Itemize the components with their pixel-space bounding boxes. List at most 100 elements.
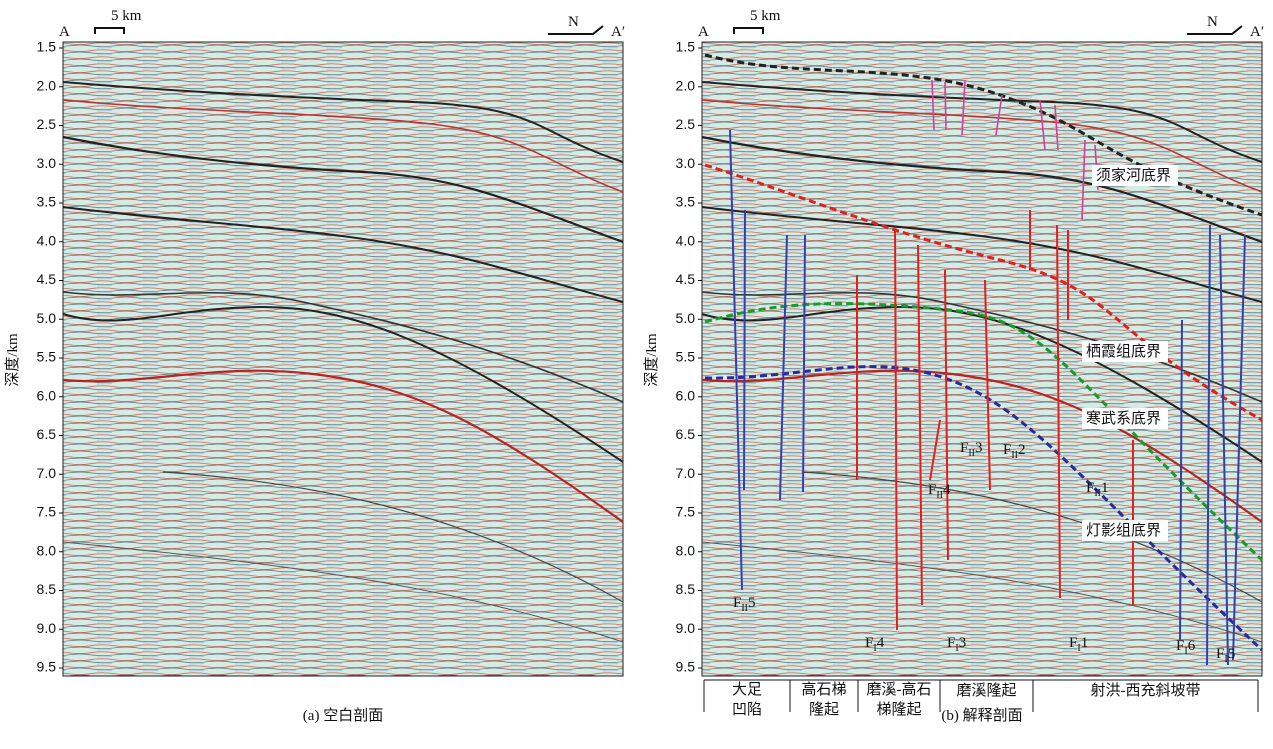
fault-sub: I xyxy=(955,643,958,654)
y-tick-label: 5.5 xyxy=(37,349,57,365)
y-tick-label: 6.5 xyxy=(37,426,57,442)
fault-sub: I xyxy=(1184,646,1187,657)
y-tick-label: 7.5 xyxy=(676,504,696,520)
north-label: N xyxy=(568,14,579,30)
fault-label: FI1 xyxy=(1069,635,1088,654)
fault-sub: II xyxy=(741,603,748,614)
zone-label: 磨溪-高石 xyxy=(867,681,932,698)
fault-main: F xyxy=(1216,646,1224,662)
north-arrow xyxy=(1187,25,1243,35)
y-tick-label: 4.5 xyxy=(37,271,57,287)
y-tick-label: 9.0 xyxy=(37,620,57,636)
horizon-label: 栖霞组底界 xyxy=(1086,343,1161,360)
fault-num: 5 xyxy=(1228,646,1236,662)
right-label: A′ xyxy=(611,24,625,40)
horizon-label-box xyxy=(1082,520,1168,541)
fault-main: F xyxy=(928,482,936,498)
fault-num: 3 xyxy=(975,440,983,456)
zone-label: 隆起 xyxy=(809,701,839,718)
left-label: A xyxy=(698,24,709,40)
y-tick-label: 2.5 xyxy=(676,116,696,132)
fault-sub: II xyxy=(936,490,943,501)
fault-label: FII4 xyxy=(928,482,951,501)
north-label: N xyxy=(1207,14,1218,30)
y-tick-label: 4.0 xyxy=(37,232,57,248)
y-tick-label: 6.0 xyxy=(37,387,57,403)
y-tick-label: 9.0 xyxy=(676,620,696,636)
y-tick-label: 1.5 xyxy=(676,39,696,55)
y-tick-label: 5.5 xyxy=(676,349,696,365)
zone-label: 凹陷 xyxy=(732,701,762,718)
fault-sub: I xyxy=(1077,643,1080,654)
y-tick-label: 7.0 xyxy=(676,465,696,481)
fault-num: 6 xyxy=(1188,638,1196,654)
fault-num: 3 xyxy=(959,635,967,651)
horizon-label: 寒武系底界 xyxy=(1086,409,1161,427)
fault-sub: II xyxy=(968,448,975,459)
y-tick-label: 9.5 xyxy=(37,659,57,675)
y-tick-label: 6.5 xyxy=(676,426,696,442)
scale-label: 5 km xyxy=(111,8,142,24)
y-tick-label: 8.5 xyxy=(37,581,57,597)
y-tick-label: 6.0 xyxy=(676,387,696,403)
zone-label-bg xyxy=(1105,681,1186,699)
scale-bar xyxy=(733,27,764,34)
horizon-label-box xyxy=(1082,341,1168,362)
horizon-label-box xyxy=(1092,165,1178,186)
fault-label: FI3 xyxy=(947,635,966,654)
fault-main: F xyxy=(1003,442,1011,458)
fault-sub: II xyxy=(1094,488,1101,499)
fault-main: F xyxy=(865,635,873,651)
y-tick-label: 2.0 xyxy=(37,77,57,93)
horizon-label: 灯影组底界 xyxy=(1086,522,1161,539)
fault-label: FII5 xyxy=(733,595,756,614)
interpretation xyxy=(704,53,1264,666)
y-tick-label: 2.5 xyxy=(37,116,57,132)
y-tick-label: 3.5 xyxy=(37,194,57,210)
y-tick-label: 9.5 xyxy=(676,659,696,675)
horizon-label: 须家河底界 xyxy=(1096,167,1171,184)
fault-label: FI5 xyxy=(1216,646,1235,665)
y-tick-label: 8.5 xyxy=(676,581,696,597)
seismic-section xyxy=(701,41,1263,677)
fault-sub: I xyxy=(873,643,876,654)
fault-label: FII2 xyxy=(1003,442,1026,461)
y-tick-label: 3.0 xyxy=(676,155,696,171)
y-tick-label: 4.5 xyxy=(676,271,696,287)
fault-main: F xyxy=(960,440,968,456)
fault-label: FII3 xyxy=(960,440,983,459)
fault-num: 1 xyxy=(1101,480,1109,496)
y-axis-label: 深度/km xyxy=(4,333,21,387)
fault-main: F xyxy=(947,635,955,651)
zone-label-bg xyxy=(946,681,1027,699)
scale-label: 5 km xyxy=(750,8,781,24)
y-tick-label: 5.0 xyxy=(37,310,57,326)
fault-num: 4 xyxy=(877,635,885,651)
zone-label: 射洪-西充斜坡带 xyxy=(1091,682,1201,699)
y-tick-label: 4.0 xyxy=(676,232,696,248)
y-tick-label: 3.5 xyxy=(676,194,696,210)
north-arrow xyxy=(548,25,604,35)
horizon-label-box xyxy=(1082,408,1168,429)
y-tick-label: 2.0 xyxy=(676,77,696,93)
scale-bar xyxy=(94,27,125,34)
caption: (b) 解释剖面 xyxy=(941,707,1022,724)
fault-num: 5 xyxy=(748,595,756,611)
y-tick-label: 3.0 xyxy=(37,155,57,171)
fault-sub: I xyxy=(1224,654,1227,665)
fault-label: FI6 xyxy=(1176,638,1196,657)
fault-label: FI4 xyxy=(865,635,885,654)
fault-num: 2 xyxy=(1018,442,1026,458)
fault-num: 1 xyxy=(1081,635,1089,651)
right-label: A′ xyxy=(1250,24,1264,40)
y-tick-label: 8.0 xyxy=(37,542,57,558)
zone-label: 磨溪隆起 xyxy=(956,682,1016,699)
y-axis-label: 深度/km xyxy=(643,333,660,387)
y-tick-label: 5.0 xyxy=(676,310,696,326)
left-label: A xyxy=(59,24,70,40)
caption: (a) 空白剖面 xyxy=(303,707,383,724)
fault-num: 4 xyxy=(943,482,951,498)
fault-sub: II xyxy=(1011,450,1018,461)
